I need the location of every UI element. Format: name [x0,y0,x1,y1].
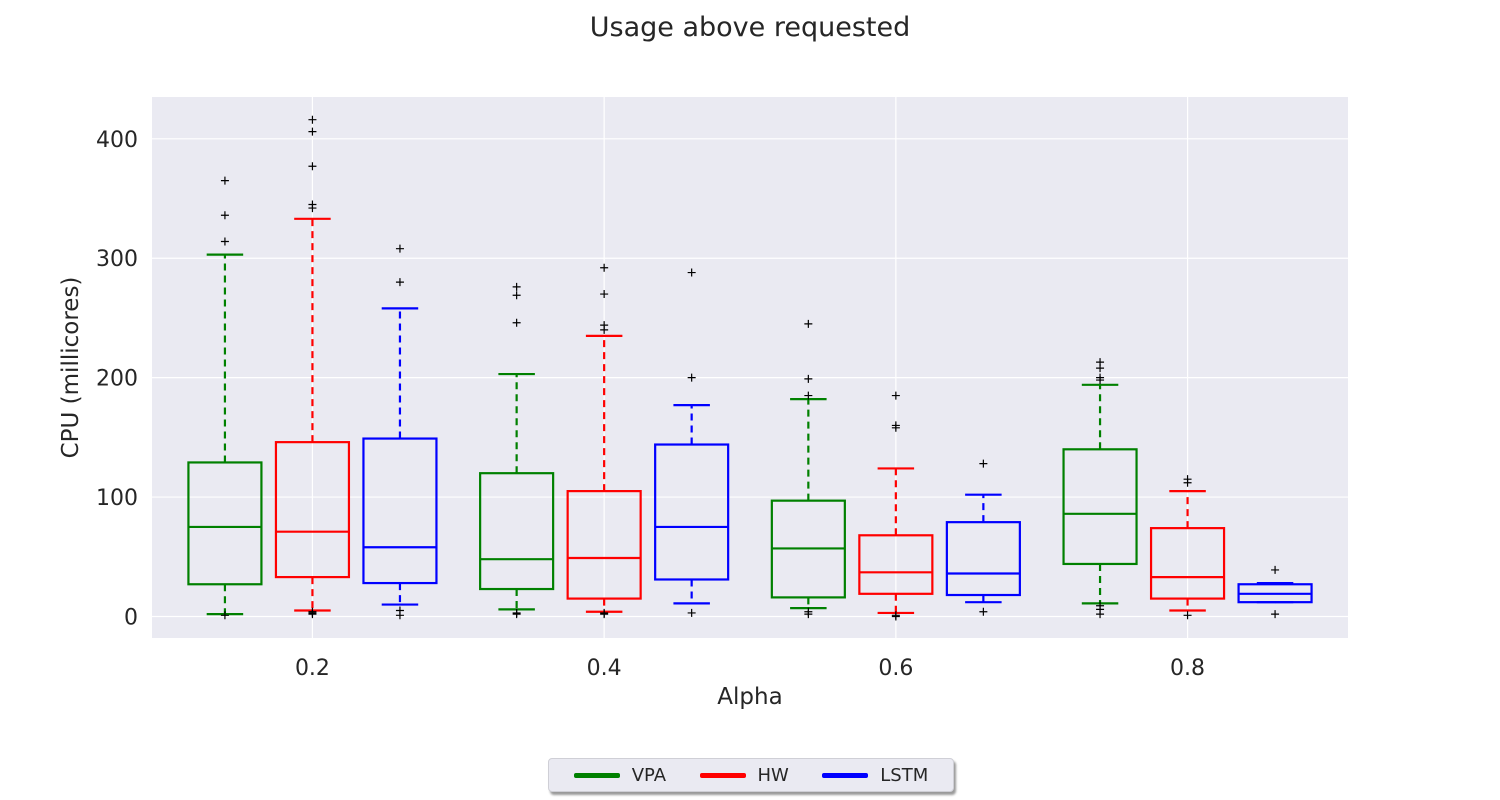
outlier-marker [1271,565,1280,574]
outlier-marker [804,607,813,616]
box-hw [858,391,934,621]
outlier-marker [308,127,317,136]
outlier-marker [891,391,900,400]
box-iqr [945,521,1021,597]
y-tick-label: 0 [124,606,138,631]
y-axis-label: CPU (millicores) [58,277,84,459]
box-iqr [274,441,351,579]
box-lstm [654,268,730,617]
legend-swatch-hw [699,772,746,778]
outlier-marker [1096,358,1105,367]
outlier-marker [687,608,696,617]
outlier-marker [804,391,813,400]
box-vpa [1062,358,1138,619]
x-axis-label: Alpha [717,684,782,710]
outlier-marker [600,608,609,617]
outlier-marker [1096,373,1105,382]
outlier-marker [891,421,900,430]
box-hw [274,115,351,619]
series-vpa [187,176,1138,620]
y-tick-label: 200 [96,367,138,392]
series-lstm [362,244,1313,620]
legend-item-hw: HW [699,764,789,786]
plot-background [152,97,1348,638]
outlier-marker [308,200,317,209]
boxplot-marks [187,115,1313,621]
box-iqr [858,534,934,595]
box-lstm [362,244,438,620]
legend-item-vpa: VPA [573,764,667,786]
box-iqr [566,490,642,600]
outlier-marker [512,608,521,617]
box-iqr [654,443,730,581]
legend: VPA HW LSTM [548,758,954,792]
outlier-marker [1271,610,1280,619]
plot-area: 0 100 200 300 400 0.2 0.4 0.6 0.8 Alpha CPU (milli… [58,97,1348,710]
legend-label-hw: HW [757,764,789,786]
y-tick-label: 400 [96,128,138,153]
outlier-marker [220,211,229,220]
outlier-marker [600,290,609,299]
outlier-marker [220,237,229,246]
outlier-marker [308,115,317,124]
outlier-marker [1096,601,1105,610]
outlier-marker [600,263,609,272]
outlier-marker [804,374,813,383]
x-tick-label: 0.6 [878,656,913,681]
y-tick-label: 300 [96,247,138,272]
outlier-marker [395,244,404,253]
box-vpa [479,282,555,619]
series-hw [274,115,1226,621]
box-iqr [362,437,438,585]
legend-swatch-vpa [573,772,620,778]
legend-label-vpa: VPA [631,764,667,786]
outlier-marker [804,319,813,328]
x-tick-label: 0.2 [295,656,330,681]
outlier-marker [687,268,696,277]
outlier-marker [308,162,317,171]
outlier-marker [1183,475,1192,484]
outlier-marker [512,291,521,300]
legend-item-lstm: LSTM [822,765,928,786]
outlier-marker [220,176,229,185]
outlier-marker [687,373,696,382]
box-iqr [187,461,263,586]
box-hw [566,263,642,619]
x-tick-label: 0.8 [1170,656,1205,681]
y-tick-label: 100 [96,486,138,511]
outlier-marker [512,282,521,291]
box-vpa [770,319,846,619]
box-iqr [1062,448,1138,566]
box-iqr [479,472,555,591]
outlier-marker [308,607,317,616]
box-vpa [187,176,263,620]
outlier-marker [600,321,609,330]
outlier-marker [395,278,404,287]
outlier-marker [979,459,988,468]
outlier-marker [220,611,229,620]
outlier-marker [1183,611,1192,620]
outlier-marker [395,606,404,615]
outlier-marker [512,318,521,327]
outlier-marker [891,611,900,620]
legend-swatch-lstm [822,772,869,778]
legend-label-lstm: LSTM [880,764,929,786]
box-lstm [945,459,1021,616]
chart-title: Usage above requested [589,12,911,43]
box-hw [1149,475,1226,620]
box-lstm [1237,565,1313,619]
outlier-marker [979,607,988,616]
x-tick-label: 0.4 [587,656,622,681]
box-iqr [1149,527,1226,600]
